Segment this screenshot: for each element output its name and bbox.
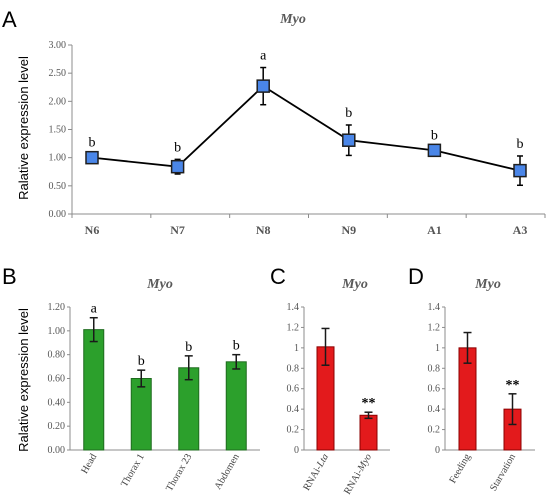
panel-c-y-tick-label: 1.4 xyxy=(287,302,300,313)
panel-b-y-tick-label: 0.80 xyxy=(48,350,66,361)
panel-a-data-point xyxy=(427,143,442,158)
panel-d-bar-chart: Myo 0 0.2 0.4 0.6 0.8 1 1.2 1.4 Feeding ** Starvat… xyxy=(428,277,535,493)
panel-b-y-tick-label: 0.20 xyxy=(48,421,66,432)
panel-c-y-tick-label: 0.8 xyxy=(287,363,300,374)
panel-a-x-tick-label: N6 xyxy=(85,223,100,237)
panel-a-data-point xyxy=(342,133,356,147)
panel-c-y-tick-label: 1.2 xyxy=(287,322,300,333)
panel-a-y-tick-label: 1.00 xyxy=(49,153,67,164)
panel-c-x-tick-label: RNAi-Lta xyxy=(301,452,331,493)
panel-b-y-tick-label: 0.60 xyxy=(48,374,66,385)
panel-b-y-tick-label: 1.00 xyxy=(48,326,66,337)
panel-d-y-tick-label: 0 xyxy=(435,445,440,456)
panel-a-x-tick-label: A1 xyxy=(427,223,442,237)
panel-b-y-tick-label: 1.20 xyxy=(48,302,66,313)
panel-letter-d: D xyxy=(408,264,424,289)
panel-a-line-chart: Myo Ralative expression level 0.00 0.50 1.… xyxy=(16,12,546,237)
panel-a-y-tick-label: 1.50 xyxy=(49,125,67,136)
panel-b-bar xyxy=(130,378,152,451)
panel-letter-c: C xyxy=(270,264,286,289)
panel-a-y-tick-label: 0.00 xyxy=(49,209,67,220)
panel-b-bar-chart: Myo Ralative expression level 0.00 0.20 0.… xyxy=(16,277,260,493)
panel-c-title: Myo xyxy=(341,277,368,292)
panel-c-y-tick-label: 0.4 xyxy=(287,404,300,415)
panel-a-x-tick-label: A3 xyxy=(513,223,528,237)
panel-a-data-point xyxy=(170,159,185,174)
panel-b-significance-label: a xyxy=(91,302,98,317)
panel-a-x-tick-label: N7 xyxy=(170,223,185,237)
panel-a-significance-label: b xyxy=(517,137,524,152)
panel-a-significance-label: b xyxy=(89,135,96,150)
panel-letter-a: A xyxy=(2,7,17,32)
panel-letter-b: B xyxy=(2,264,17,289)
panel-b-bar xyxy=(225,361,247,451)
panel-a-series-line xyxy=(91,84,521,172)
panel-c-bar xyxy=(359,414,378,451)
panel-d-title: Myo xyxy=(474,277,501,292)
panel-b-y-tick-label: 0.40 xyxy=(48,397,66,408)
panel-c-y-tick-label: 0 xyxy=(294,445,299,456)
panel-d-y-tick-label: 0.4 xyxy=(428,404,441,415)
panel-d-y-tick-label: 0.8 xyxy=(428,363,441,374)
panel-b-significance-label: b xyxy=(233,339,240,354)
panel-b-x-tick-label: Thorax 23 xyxy=(164,452,194,493)
panel-a-data-point xyxy=(85,150,99,165)
panel-c-bar-chart: Myo 0 0.2 0.4 0.6 0.8 1 1.2 1.4 RNAi-Lta ** RNAi-M… xyxy=(287,277,390,496)
panel-c-y-tick-label: 0.2 xyxy=(287,425,300,436)
panel-c-significance-label: ** xyxy=(362,396,376,411)
panel-b-x-tick-label: Thorax 1 xyxy=(119,452,147,489)
panel-a-data-point xyxy=(513,163,527,178)
panel-d-y-tick-label: 1.2 xyxy=(428,322,441,333)
panel-a-significance-label: b xyxy=(345,106,352,121)
panel-b-y-axis-label: Ralative expression level xyxy=(16,308,31,452)
panel-a-data-point xyxy=(256,79,270,93)
panel-a-x-tick-label: N9 xyxy=(341,223,356,237)
panel-a-y-tick-label: 0.50 xyxy=(49,181,67,192)
panel-a-title: Myo xyxy=(279,12,306,27)
panel-d-y-tick-label: 1 xyxy=(435,343,440,354)
panel-d-y-tick-label: 0.6 xyxy=(428,384,441,395)
panel-c-x-tick-label: RNAi-Myo xyxy=(342,452,374,496)
panel-a-y-tick-label: 3.00 xyxy=(49,40,67,51)
panel-d-significance-label: ** xyxy=(506,378,520,393)
panel-d-x-tick-label: Feeding xyxy=(447,452,473,485)
panel-b-significance-label: b xyxy=(138,354,145,369)
panel-b-x-tick-label: Abdomen xyxy=(213,452,242,492)
panel-a-y-tick-label: 2.00 xyxy=(49,96,67,107)
panel-b-bar xyxy=(83,329,105,451)
panel-b-x-tick-label: Head xyxy=(79,452,99,476)
panel-b-y-tick-label: 0.00 xyxy=(48,445,66,456)
panel-a-significance-label: b xyxy=(431,129,438,144)
panel-d-y-tick-label: 0.2 xyxy=(428,425,441,436)
panel-a-y-axis-label: Ralative expression level xyxy=(16,56,31,200)
panel-d-y-tick-label: 1.4 xyxy=(428,302,441,313)
panel-a-x-tick-label: N8 xyxy=(256,223,271,237)
panel-a-significance-label: a xyxy=(260,49,267,64)
panel-a-significance-label: b xyxy=(174,140,181,155)
panel-a-y-tick-label: 2.50 xyxy=(49,68,67,79)
panel-b-title: Myo xyxy=(146,277,173,292)
panel-b-significance-label: b xyxy=(185,340,192,355)
panel-d-x-tick-label: Starvation xyxy=(488,452,518,493)
panel-c-y-tick-label: 1 xyxy=(294,343,299,354)
panel-c-y-tick-label: 0.6 xyxy=(287,384,300,395)
